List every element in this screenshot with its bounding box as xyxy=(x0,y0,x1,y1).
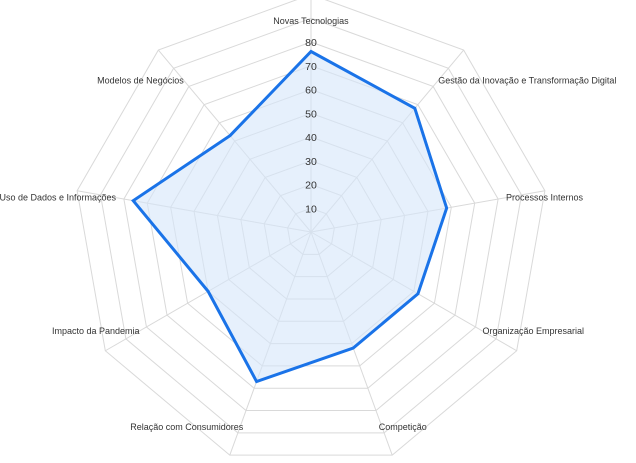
category-label: Novas Tecnologias xyxy=(273,16,349,26)
category-label: Organização Empresarial xyxy=(482,326,584,336)
category-label: Competição xyxy=(379,422,427,432)
grid-ring xyxy=(123,41,499,412)
radial-tick-label: 30 xyxy=(305,156,317,168)
radial-tick-label: 40 xyxy=(305,132,317,144)
category-label-layer: Novas Tecnologias Gestão da Inovação e Tr… xyxy=(0,16,616,432)
grid-ring xyxy=(76,0,546,456)
tick-label-layer: 10 20 30 40 50 60 70 80 xyxy=(305,37,317,215)
radial-tick-label: 20 xyxy=(305,180,317,192)
series-area xyxy=(133,51,447,382)
category-label: Impacto da Pandemia xyxy=(52,326,140,336)
category-label: Modelos de Negócios xyxy=(97,75,184,85)
radial-tick-label: 10 xyxy=(305,203,317,215)
radial-tick-label: 70 xyxy=(305,61,317,73)
radial-tick-label: 80 xyxy=(305,37,317,49)
grid-ring xyxy=(99,17,523,434)
category-label: Processos Internos xyxy=(506,193,584,203)
series-layer xyxy=(131,49,449,384)
series-line xyxy=(131,49,449,384)
radial-tick-label: 60 xyxy=(305,85,317,97)
radial-tick-label: 50 xyxy=(305,108,317,120)
category-label: Uso de Dados e Informações xyxy=(0,193,117,203)
grid-ring xyxy=(146,65,476,389)
category-label: Gestão da Inovação e Transformação Digit… xyxy=(438,75,616,85)
category-label: Relação com Consumidores xyxy=(130,422,244,432)
